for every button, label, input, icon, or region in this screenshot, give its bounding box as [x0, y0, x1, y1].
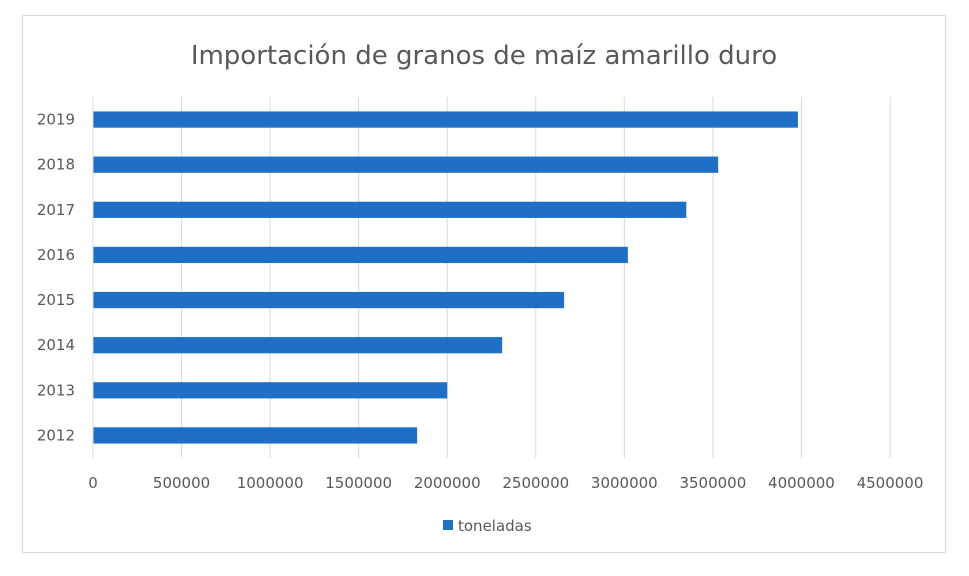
bars: [93, 111, 798, 444]
legend-swatch: [443, 520, 453, 530]
x-tick-label: 2500000: [502, 474, 569, 492]
gridlines: [181, 97, 891, 458]
y-category-label: 2016: [37, 246, 75, 264]
bar: [93, 156, 719, 173]
y-category-label: 2018: [37, 156, 75, 174]
x-tick-label: 1000000: [237, 474, 304, 492]
x-tick-label: 3500000: [679, 474, 746, 492]
x-tick-label: 4500000: [857, 474, 924, 492]
y-category-label: 2013: [37, 381, 75, 399]
x-tick-label: 2000000: [414, 474, 481, 492]
x-tick-label: 3000000: [591, 474, 658, 492]
chart-title: Importación de granos de maíz amarillo d…: [191, 41, 777, 71]
bar: [93, 201, 687, 218]
bar: [93, 246, 628, 264]
legend-label: toneladas: [458, 517, 532, 535]
y-category-label: 2012: [37, 426, 75, 444]
y-category-label: 2017: [37, 201, 75, 219]
y-category-label: 2019: [37, 111, 75, 129]
x-tick-label: 0: [88, 474, 98, 492]
x-axis-ticks: 0 500000 1000000 1500000 2000000 2500000 30000…: [88, 474, 923, 492]
y-axis-categories: 2012 2013 2014 2015 2016 2017 2018 2019: [37, 111, 75, 445]
y-category-label: 2015: [37, 291, 75, 309]
bar: [93, 111, 798, 128]
legend: toneladas: [443, 517, 532, 535]
bar: [93, 337, 503, 354]
bar: [93, 291, 565, 309]
bar: [93, 382, 448, 399]
x-tick-label: 500000: [153, 474, 210, 492]
x-tick-label: 4000000: [768, 474, 835, 492]
y-category-label: 2014: [37, 336, 75, 354]
x-tick-label: 1500000: [325, 474, 392, 492]
bar: [93, 427, 418, 444]
chart-frame: [22, 15, 946, 553]
